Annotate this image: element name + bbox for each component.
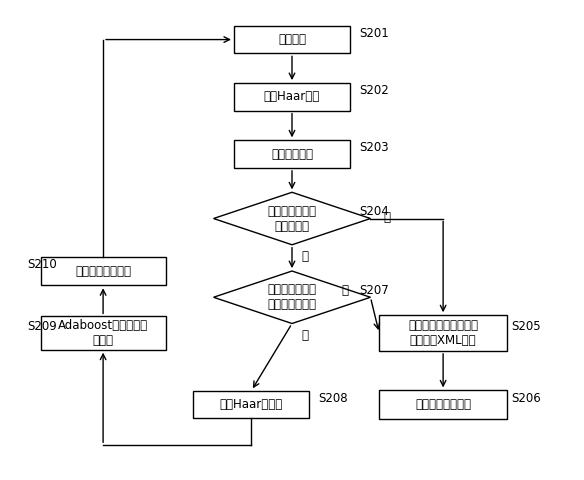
Text: 是: 是 — [342, 284, 349, 297]
Text: S207: S207 — [359, 284, 388, 297]
Text: S206: S206 — [512, 392, 541, 405]
Text: S209: S209 — [27, 320, 57, 333]
Text: 分类器训练完成，并保
存信息到XML文件: 分类器训练完成，并保 存信息到XML文件 — [408, 319, 478, 347]
Text: 强分类器个数是
否达到设定个数: 强分类器个数是 否达到设定个数 — [267, 283, 317, 311]
Text: S203: S203 — [359, 142, 388, 155]
Text: S202: S202 — [359, 84, 388, 97]
Bar — [379, 315, 507, 351]
Text: S201: S201 — [359, 27, 388, 40]
Text: 加载训练样本: 加载训练样本 — [271, 147, 313, 161]
Text: 是: 是 — [384, 211, 391, 224]
Bar — [41, 316, 166, 350]
Bar — [379, 390, 507, 419]
Text: 创建Haar特征: 创建Haar特征 — [264, 90, 320, 103]
Text: S204: S204 — [359, 205, 388, 218]
Text: S208: S208 — [318, 392, 348, 405]
Bar — [193, 391, 310, 419]
Bar — [234, 83, 350, 111]
Bar — [234, 26, 350, 53]
Text: 训练开始: 训练开始 — [278, 33, 306, 46]
Text: 否: 否 — [301, 250, 308, 263]
Text: 判断虚警率是否
达到设定值: 判断虚警率是否 达到设定值 — [267, 204, 317, 232]
Text: S205: S205 — [512, 320, 541, 333]
Text: 临时保存强分类器: 临时保存强分类器 — [75, 264, 131, 277]
Text: Adaboost算法训练强
分类器: Adaboost算法训练强 分类器 — [58, 319, 148, 347]
Text: 强分类器训练完成: 强分类器训练完成 — [415, 398, 471, 411]
Polygon shape — [214, 271, 370, 324]
Bar — [234, 140, 350, 168]
Text: 计算Haar特征值: 计算Haar特征值 — [220, 398, 283, 411]
Polygon shape — [214, 192, 370, 245]
Bar — [41, 257, 166, 285]
Text: S210: S210 — [27, 258, 57, 271]
Text: 否: 否 — [301, 329, 308, 342]
